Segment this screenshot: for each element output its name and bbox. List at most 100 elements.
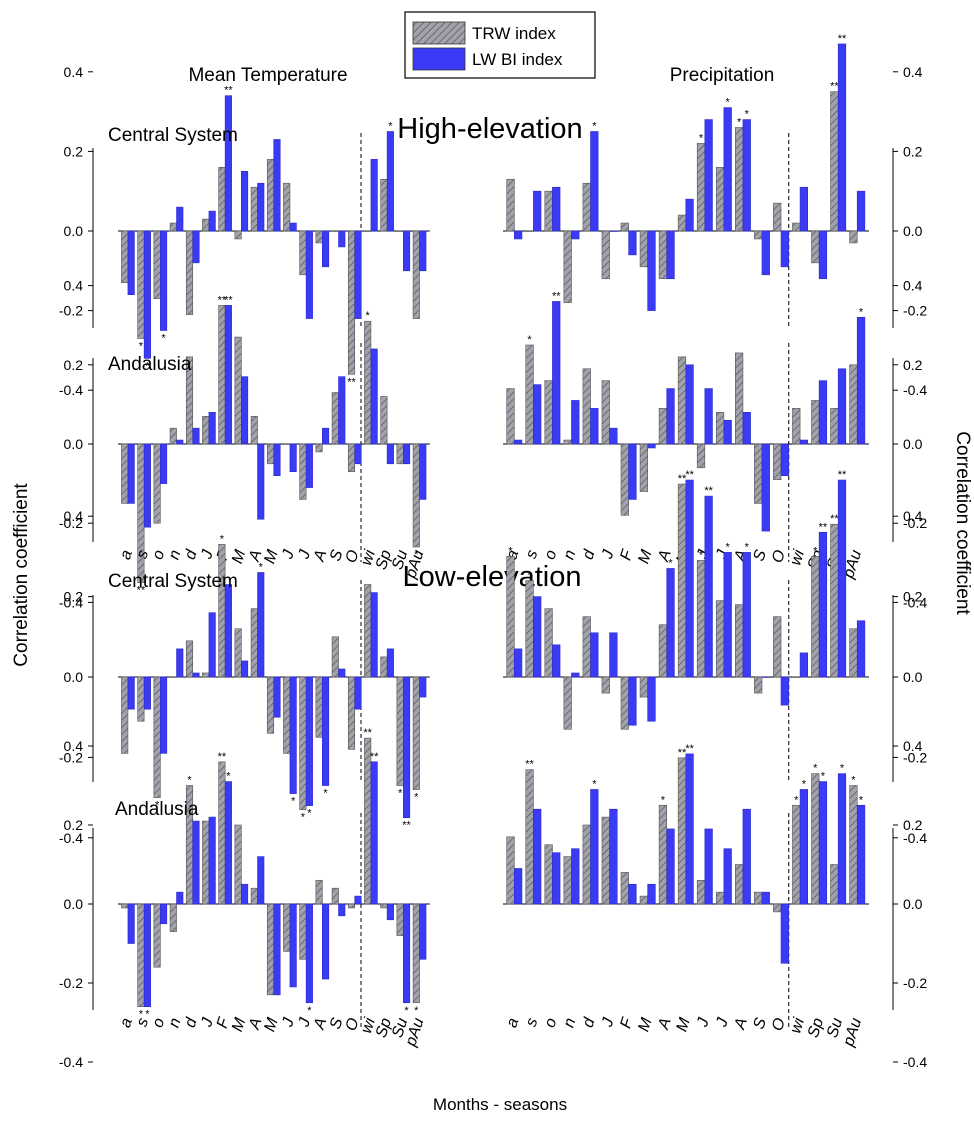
bar-lw	[127, 230, 135, 295]
significance-marker: *	[414, 549, 419, 561]
significance-marker: *	[366, 310, 371, 322]
bar-trw	[250, 186, 258, 232]
significance-marker: **	[370, 751, 379, 763]
bar-trw	[773, 202, 782, 232]
bar-lw	[241, 171, 249, 232]
x-tick-label: Su	[824, 1016, 846, 1040]
bar-trw	[658, 624, 668, 678]
bar-trw	[137, 443, 145, 583]
bar-trw	[582, 368, 591, 445]
significance-marker: **	[830, 81, 839, 93]
bar-trw	[185, 640, 194, 678]
bar-lw	[837, 479, 847, 678]
bar-trw	[754, 230, 763, 240]
bar-trw	[849, 364, 858, 445]
panel-6: 0.40.20.0-0.2-0.4*************Andalusiaa…	[59, 727, 430, 1070]
x-tick-label: Su	[389, 548, 411, 572]
y-tick-label: -0.2	[59, 515, 83, 531]
panel-7: 0.40.20.0-0.2-0.4***************a s o n d J FM…	[503, 738, 927, 1070]
bar-lw	[176, 648, 184, 678]
y-tick-label: -0.2	[903, 749, 927, 765]
bar-trw	[347, 903, 356, 909]
bar-trw	[331, 636, 339, 678]
y-tick-label: 0.0	[64, 896, 84, 912]
y-tick-label: 0.0	[903, 896, 923, 912]
bar-lw	[241, 883, 249, 905]
bar-lw	[818, 380, 828, 445]
bar-lw	[704, 495, 713, 678]
y-tick-label: 0.0	[64, 223, 84, 239]
bar-trw	[735, 864, 744, 905]
x-tick-label: J	[694, 1015, 713, 1030]
x-tick-label: wi	[358, 548, 379, 568]
bar-trw	[506, 178, 515, 232]
bar-lw	[514, 868, 523, 905]
bar-lw	[338, 903, 346, 917]
bar-trw	[137, 903, 145, 1007]
bar-trw	[121, 443, 129, 504]
bar-trw	[735, 127, 744, 232]
bar-lw	[533, 596, 542, 678]
bar-lw	[837, 368, 847, 445]
x-axis-title: Months - seasons	[433, 1095, 567, 1114]
y-tick-label: -0.4	[59, 830, 83, 846]
bar-lw	[257, 856, 265, 905]
bar-trw	[169, 903, 177, 932]
bar-lw	[273, 443, 281, 476]
panel-4: 0.40.20.0-0.2-0.4**** *******Central Syst…	[59, 508, 430, 846]
bar-lw	[609, 230, 618, 232]
panel-0: 0.40.20.0-0.2-0.4********Central System	[59, 64, 430, 398]
bar-lw	[628, 676, 637, 726]
x-tick-label: a	[503, 1016, 522, 1030]
y-tick-label: 0.4	[903, 738, 923, 754]
bar-trw	[315, 879, 323, 905]
bar-trw	[601, 230, 610, 280]
bar-lw	[685, 753, 694, 905]
bar-trw	[412, 676, 420, 790]
bar-lw	[143, 230, 151, 359]
bar-trw	[364, 584, 372, 678]
bar-lw	[224, 781, 232, 905]
x-tick-label: M	[673, 1015, 693, 1034]
bar-trw	[396, 676, 404, 786]
bar-lw	[837, 43, 847, 232]
bar-lw	[386, 131, 394, 232]
significance-marker: **	[678, 747, 687, 759]
bar-trw	[347, 443, 356, 473]
significance-marker: **	[838, 469, 847, 481]
bar-trw	[218, 761, 226, 905]
bar-lw	[856, 316, 866, 445]
bar-trw	[563, 856, 572, 905]
bar-lw	[160, 903, 168, 925]
bar-lw	[514, 439, 523, 445]
y-tick-label: 0.0	[64, 669, 84, 685]
bar-trw	[234, 336, 242, 445]
bar-lw	[289, 676, 297, 794]
bar-trw	[153, 676, 161, 798]
bar-trw	[315, 230, 323, 244]
bar-trw	[696, 443, 706, 469]
bar-lw	[370, 159, 378, 232]
bar-trw	[715, 600, 725, 678]
significance-marker: *	[668, 557, 673, 569]
bar-trw	[639, 676, 648, 698]
bar-lw	[176, 206, 184, 232]
bar-trw	[658, 804, 668, 905]
panel-title: Andalusia	[115, 799, 199, 820]
bar-lw	[514, 648, 523, 678]
bar-lw	[273, 139, 281, 232]
y-tick-label: 0.2	[64, 817, 84, 833]
y-tick-label: 0.4	[903, 508, 923, 524]
bar-trw	[121, 903, 129, 909]
bar-trw	[218, 305, 226, 445]
bar-lw	[338, 230, 346, 248]
bar-trw	[696, 879, 706, 905]
bar-lw	[354, 895, 362, 905]
bar-trw	[677, 214, 687, 232]
bar-trw	[811, 773, 820, 905]
bar-trw	[811, 230, 820, 264]
bar-lw	[761, 891, 770, 905]
bar-lw	[761, 443, 770, 532]
bar-lw	[419, 443, 427, 500]
bar-trw	[601, 380, 610, 445]
